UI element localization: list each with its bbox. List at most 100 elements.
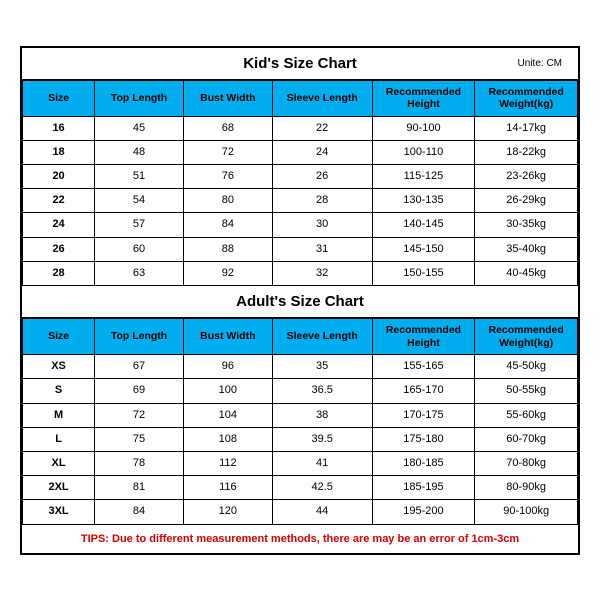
table-row: 24578430140-14530-35kg (23, 213, 578, 237)
adults-title: Adult's Size Chart (236, 293, 364, 310)
table-cell: 70-80kg (475, 451, 578, 475)
table-cell: XS (23, 355, 95, 379)
table-cell: 3XL (23, 500, 95, 524)
table-row: XL7811241180-18570-80kg (23, 451, 578, 475)
table-cell: 20 (23, 165, 95, 189)
table-cell: 185-195 (372, 476, 475, 500)
table-cell: 68 (183, 116, 272, 140)
col-rec-height: RecommendedHeight (372, 319, 475, 355)
table-cell: XL (23, 451, 95, 475)
table-cell: 165-170 (372, 379, 475, 403)
table-cell: 140-145 (372, 213, 475, 237)
table-row: XS679635155-16545-50kg (23, 355, 578, 379)
table-cell: 60-70kg (475, 427, 578, 451)
table-cell: 60 (95, 237, 184, 261)
table-cell: 26-29kg (475, 189, 578, 213)
table-cell: 22 (272, 116, 372, 140)
table-cell: 80 (183, 189, 272, 213)
col-bust-width: Bust Width (183, 80, 272, 116)
table-cell: 104 (183, 403, 272, 427)
kids-title: Kid's Size Chart (243, 55, 357, 72)
col-rec-weight: RecommendedWeight(kg) (475, 319, 578, 355)
table-cell: 90-100 (372, 116, 475, 140)
unite-label: Unite: CM (518, 58, 562, 69)
table-row: 22548028130-13526-29kg (23, 189, 578, 213)
table-cell: 67 (95, 355, 184, 379)
table-row: 26608831145-15035-40kg (23, 237, 578, 261)
tips-note: TIPS: Due to different measurement metho… (22, 525, 578, 553)
kids-header-row: Size Top Length Bust Width Sleeve Length… (23, 80, 578, 116)
table-cell: 75 (95, 427, 184, 451)
table-cell: 50-55kg (475, 379, 578, 403)
kids-table: Size Top Length Bust Width Sleeve Length… (22, 80, 578, 287)
col-sleeve-length: Sleeve Length (272, 80, 372, 116)
table-cell: 155-165 (372, 355, 475, 379)
table-cell: 145-150 (372, 237, 475, 261)
table-cell: 115-125 (372, 165, 475, 189)
col-top-length: Top Length (95, 80, 184, 116)
table-cell: 30-35kg (475, 213, 578, 237)
table-cell: 78 (95, 451, 184, 475)
table-cell: 76 (183, 165, 272, 189)
table-row: 1645682290-10014-17kg (23, 116, 578, 140)
table-cell: 35 (272, 355, 372, 379)
table-cell: 45-50kg (475, 355, 578, 379)
adults-table: Size Top Length Bust Width Sleeve Length… (22, 318, 578, 525)
table-cell: 31 (272, 237, 372, 261)
table-cell: 80-90kg (475, 476, 578, 500)
table-cell: 72 (183, 140, 272, 164)
table-cell: 88 (183, 237, 272, 261)
adults-tbody: XS679635155-16545-50kgS6910036.5165-1705… (23, 355, 578, 524)
table-cell: 14-17kg (475, 116, 578, 140)
table-cell: 195-200 (372, 500, 475, 524)
table-cell: 57 (95, 213, 184, 237)
table-row: S6910036.5165-17050-55kg (23, 379, 578, 403)
table-cell: 108 (183, 427, 272, 451)
table-cell: 39.5 (272, 427, 372, 451)
col-rec-weight: RecommendedWeight(kg) (475, 80, 578, 116)
col-rec-height: RecommendedHeight (372, 80, 475, 116)
table-cell: 16 (23, 116, 95, 140)
table-cell: 18-22kg (475, 140, 578, 164)
table-cell: 45 (95, 116, 184, 140)
table-cell: 63 (95, 261, 184, 285)
table-cell: 130-135 (372, 189, 475, 213)
table-cell: 90-100kg (475, 500, 578, 524)
table-cell: 51 (95, 165, 184, 189)
table-cell: 112 (183, 451, 272, 475)
table-cell: L (23, 427, 95, 451)
table-cell: 72 (95, 403, 184, 427)
table-cell: 48 (95, 140, 184, 164)
table-cell: 26 (23, 237, 95, 261)
col-bust-width: Bust Width (183, 319, 272, 355)
table-cell: 23-26kg (475, 165, 578, 189)
table-row: 2XL8111642.5185-19580-90kg (23, 476, 578, 500)
col-size: Size (23, 319, 95, 355)
table-cell: 40-45kg (475, 261, 578, 285)
table-row: 18487224100-11018-22kg (23, 140, 578, 164)
col-sleeve-length: Sleeve Length (272, 319, 372, 355)
table-cell: 54 (95, 189, 184, 213)
table-cell: 38 (272, 403, 372, 427)
table-cell: 30 (272, 213, 372, 237)
table-cell: 28 (272, 189, 372, 213)
table-row: 28639232150-15540-45kg (23, 261, 578, 285)
kids-title-row: Kid's Size Chart Unite: CM (22, 48, 578, 80)
table-cell: 24 (272, 140, 372, 164)
table-cell: 100 (183, 379, 272, 403)
table-cell: 69 (95, 379, 184, 403)
table-cell: 120 (183, 500, 272, 524)
table-cell: 42.5 (272, 476, 372, 500)
table-cell: S (23, 379, 95, 403)
table-cell: 28 (23, 261, 95, 285)
table-row: 3XL8412044195-20090-100kg (23, 500, 578, 524)
table-cell: 116 (183, 476, 272, 500)
table-cell: 41 (272, 451, 372, 475)
table-cell: M (23, 403, 95, 427)
table-cell: 26 (272, 165, 372, 189)
table-cell: 55-60kg (475, 403, 578, 427)
table-row: 20517626115-12523-26kg (23, 165, 578, 189)
size-chart-container: Kid's Size Chart Unite: CM Size Top Leng… (20, 46, 580, 555)
table-cell: 150-155 (372, 261, 475, 285)
table-cell: 32 (272, 261, 372, 285)
